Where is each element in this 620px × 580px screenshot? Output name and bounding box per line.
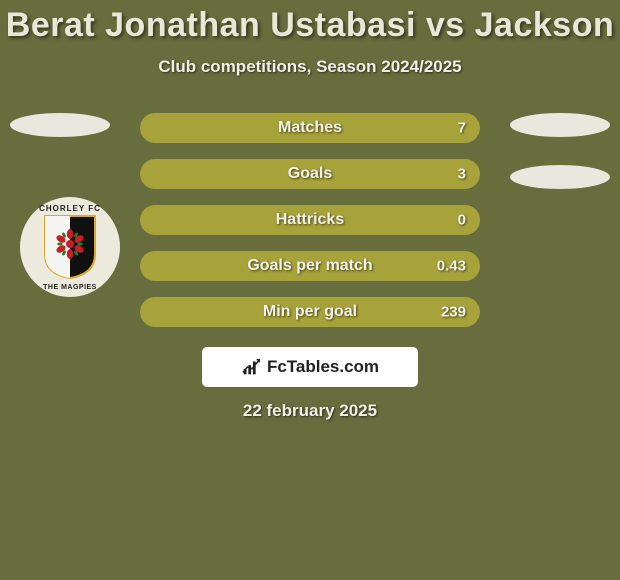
stat-bar: Hattricks 0 — [140, 205, 480, 235]
footer-brand-text: FcTables.com — [267, 357, 379, 377]
stat-value: 0 — [458, 212, 466, 229]
stat-label: Goals — [288, 165, 332, 183]
stat-label: Hattricks — [276, 211, 344, 229]
badge-top-text: CHORLEY FC — [39, 204, 101, 213]
footer-brand: FcTables.com — [202, 347, 418, 387]
player-right-marker-1 — [510, 113, 610, 137]
stat-label: Goals per match — [247, 257, 372, 275]
page-title: Berat Jonathan Ustabasi vs Jackson — [0, 0, 620, 45]
shield-icon — [41, 214, 99, 280]
bar-chart-icon — [241, 356, 263, 378]
badge-bottom-text: THE MAGPIES — [43, 284, 97, 291]
stat-value: 7 — [458, 120, 466, 137]
stat-label: Min per goal — [263, 303, 357, 321]
comparison-infographic: Berat Jonathan Ustabasi vs Jackson Club … — [0, 0, 620, 580]
club-badge: CHORLEY FC — [20, 197, 120, 297]
stats-area: CHORLEY FC — [0, 113, 620, 327]
subtitle: Club competitions, Season 2024/2025 — [0, 57, 620, 77]
badge-ring: CHORLEY FC — [20, 197, 120, 297]
stat-bar: Goals 3 — [140, 159, 480, 189]
date-text: 22 february 2025 — [0, 401, 620, 421]
player-right-marker-2 — [510, 165, 610, 189]
stat-bar: Goals per match 0.43 — [140, 251, 480, 281]
badge-shield — [41, 214, 99, 280]
stat-value: 239 — [441, 304, 466, 321]
stat-bars: Matches 7 Goals 3 Hattricks 0 Goals per … — [140, 113, 480, 327]
stat-bar: Matches 7 — [140, 113, 480, 143]
stat-value: 0.43 — [437, 258, 466, 275]
stat-bar: Min per goal 239 — [140, 297, 480, 327]
player-left-marker — [10, 113, 110, 137]
stat-label: Matches — [278, 119, 342, 137]
stat-value: 3 — [458, 166, 466, 183]
